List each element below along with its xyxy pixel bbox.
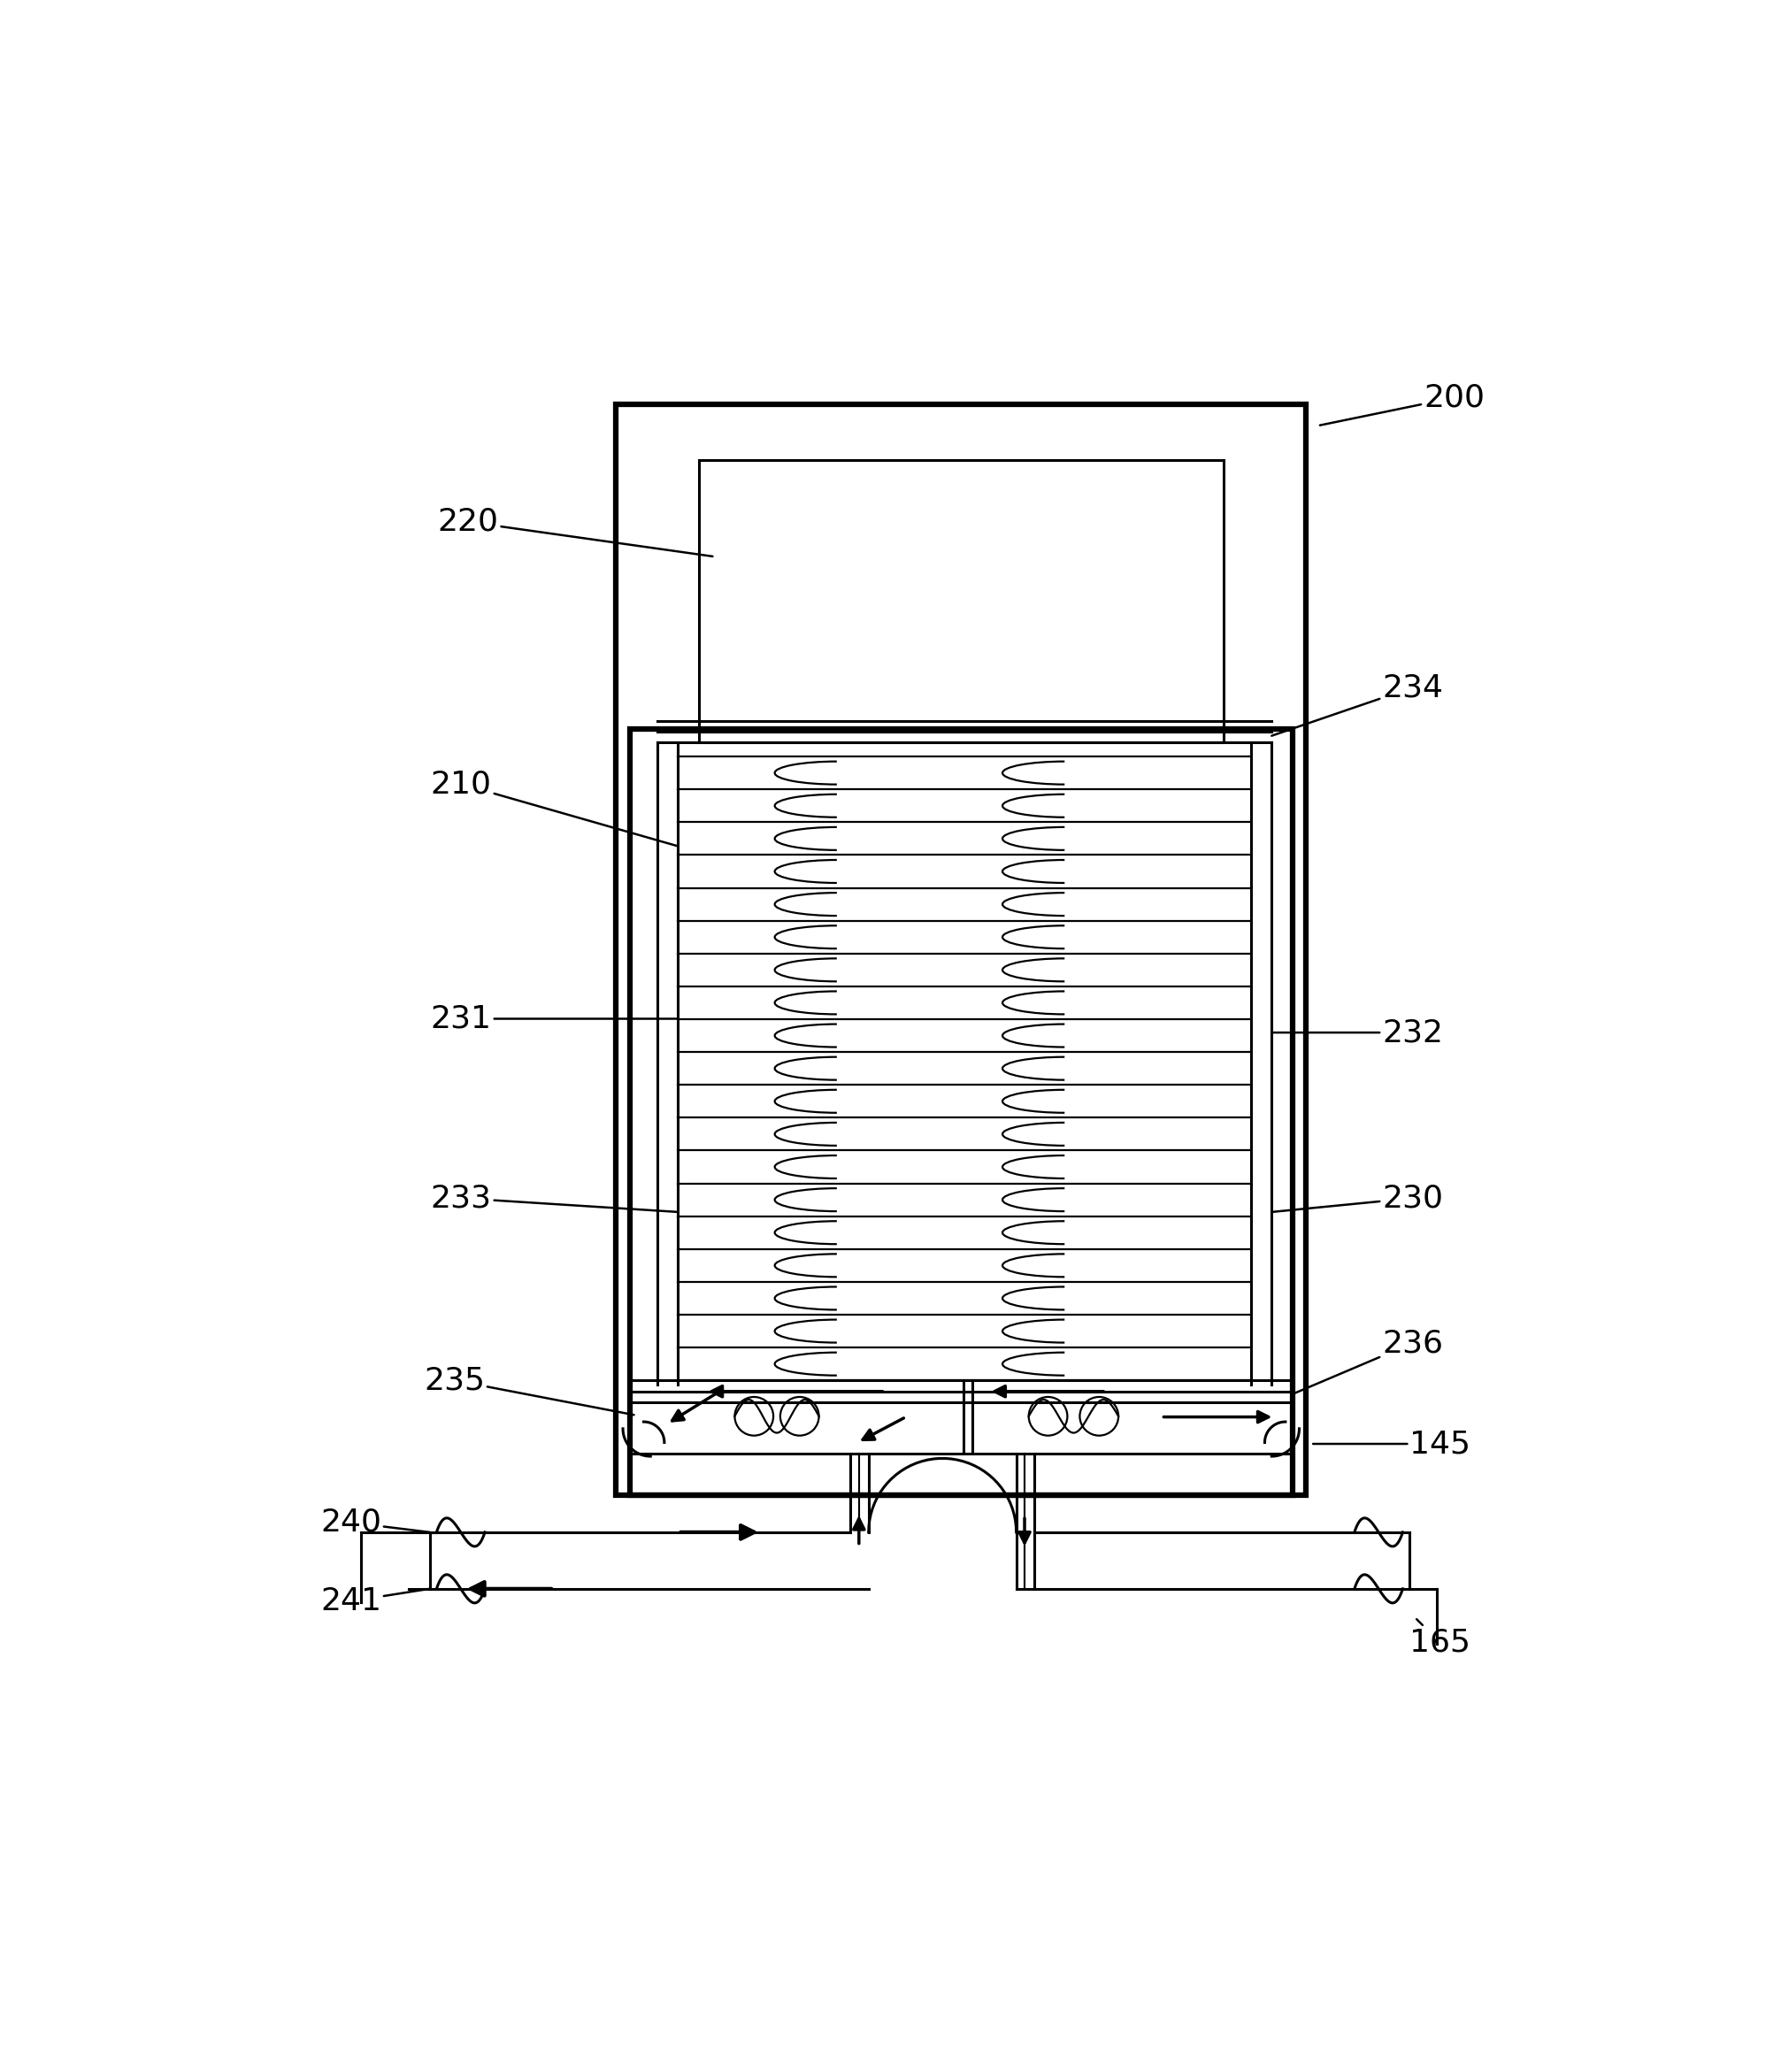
Text: 230: 230 [1272,1183,1443,1214]
Text: 200: 200 [1320,383,1485,425]
Bar [698,460,1224,742]
Text: 220: 220 [438,508,712,557]
Bar [630,729,1293,1494]
Text: 235: 235 [424,1365,634,1415]
Bar [616,404,1305,1494]
Text: 241: 241 [321,1587,429,1616]
Text: 231: 231 [431,1003,679,1034]
Text: 234: 234 [1272,673,1443,736]
Text: 236: 236 [1293,1328,1443,1394]
Text: 145: 145 [1313,1430,1471,1459]
Text: 240: 240 [321,1508,429,1537]
Text: 165: 165 [1411,1618,1471,1658]
Text: 210: 210 [431,769,679,845]
Text: 232: 232 [1272,1017,1443,1048]
Text: 233: 233 [431,1183,679,1214]
